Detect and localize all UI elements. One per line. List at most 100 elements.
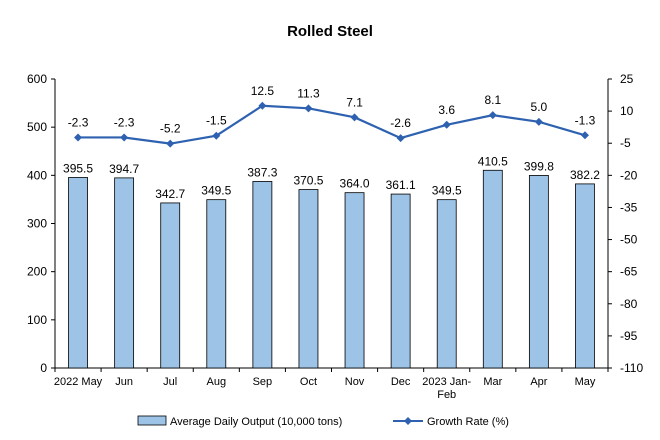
line-data-label: 11.3 (297, 86, 320, 100)
growth-rate-point (212, 131, 221, 140)
legend: Average Daily Output (10,000 tons) Growth… (137, 415, 509, 428)
x-category-label: 2023 Jan-Feb (422, 376, 471, 401)
bar (298, 189, 319, 369)
x-category-label-line: Nov (345, 376, 365, 388)
bar (575, 183, 595, 369)
bar-data-label: 382.2 (570, 168, 600, 182)
y-left-tick-label: 400 (27, 168, 47, 182)
x-category-label-line: 2023 Jan- (422, 376, 471, 388)
growth-rate-point (350, 113, 359, 122)
x-category-label-line: 2022 May (54, 376, 103, 388)
bar (482, 169, 503, 369)
x-category-label: Oct (300, 376, 317, 388)
bar-data-label: 399.8 (524, 159, 554, 173)
y-right-tick-label: -50 (620, 233, 638, 247)
x-category-label: Mar (483, 376, 502, 388)
line-data-label: -5.2 (160, 122, 181, 136)
line-data-label: 5.0 (531, 100, 548, 114)
bar-data-label: 387.3 (247, 165, 277, 179)
line-data-label: -1.5 (206, 114, 227, 128)
growth-rate-line (78, 104, 586, 145)
bar-data-label: 395.5 (63, 162, 93, 176)
growth-rate-point (580, 131, 589, 140)
x-category-label: May (575, 376, 596, 388)
line-data-label: 7.1 (346, 95, 363, 109)
y-left-tick-label: 100 (27, 313, 47, 327)
x-category-label-line: Jul (163, 376, 177, 388)
x-category-label: Jul (163, 376, 177, 388)
growth-rate-point (442, 120, 451, 129)
y-right-tick-label: -110 (620, 361, 643, 375)
bar (252, 181, 273, 369)
growth-rate-point (488, 111, 497, 120)
x-category-label-line: Mar (483, 376, 502, 388)
legend-bar-swatch (137, 415, 167, 426)
line-data-label: 8.1 (484, 93, 501, 107)
x-category-label: Aug (207, 376, 227, 388)
bar-data-label: 364.0 (340, 177, 370, 191)
legend-line-marker (404, 417, 412, 425)
bar-data-label: 394.7 (109, 162, 139, 176)
x-category-label-line: Apr (530, 376, 547, 388)
line-data-label: 3.6 (438, 103, 455, 117)
y-right-tick-label: -5 (620, 136, 631, 150)
y-left-tick-label: 0 (40, 361, 47, 375)
y-right-tick-label: -65 (620, 265, 638, 279)
growth-rate-point (396, 134, 405, 143)
y-right-tick-label: -95 (620, 329, 638, 343)
x-category-label-line: Feb (437, 389, 456, 401)
x-category-label: Nov (345, 376, 365, 388)
growth-rate-point (120, 133, 129, 142)
growth-rate-point (258, 101, 267, 110)
bar (206, 199, 227, 369)
line-data-label: -1.3 (575, 113, 596, 127)
x-category-label-line: Dec (391, 376, 411, 388)
x-category-label: Apr (530, 376, 547, 388)
bar (528, 175, 549, 369)
y-right-tick-label: -35 (620, 200, 638, 214)
line-data-label: -2.6 (390, 116, 411, 130)
bar-data-label: 349.5 (201, 184, 231, 198)
bar-data-label: 370.5 (293, 174, 323, 188)
x-category-label-line: Jun (115, 376, 133, 388)
x-category-label: Jun (115, 376, 133, 388)
y-right-tick-label: 10 (620, 104, 634, 118)
y-left-tick-label: 600 (27, 72, 47, 86)
bar (68, 177, 88, 369)
y-left-tick-label: 300 (27, 217, 47, 231)
bar-data-label: 361.1 (386, 178, 416, 192)
y-right-tick-label: -80 (620, 297, 638, 311)
bar (436, 199, 457, 369)
growth-rate-point (304, 104, 313, 113)
bar (114, 177, 135, 369)
bar (160, 202, 181, 369)
bar-data-label: 342.7 (155, 187, 185, 201)
x-category-label-line: Oct (300, 376, 317, 388)
y-right-tick-label: -20 (620, 168, 638, 182)
plot-area: 0 100 200 300 400 500 600 -110 -95 -80 -65 -50 -35 -2… (27, 72, 643, 401)
bar-data-label: 349.5 (432, 184, 462, 198)
line-data-label: -2.3 (68, 115, 89, 129)
y-left-tick-label: 500 (27, 120, 47, 134)
chart-title: Rolled Steel (287, 23, 373, 40)
growth-rate-point (166, 139, 175, 148)
x-category-label: Sep (253, 376, 273, 388)
y-left-tick-label: 200 (27, 265, 47, 279)
bar-data-label: 410.5 (478, 154, 508, 168)
line-data-label: 12.5 (251, 84, 275, 98)
growth-rate-point (534, 117, 543, 126)
x-category-label-line: Aug (207, 376, 227, 388)
legend-bar-label: Average Daily Output (10,000 tons) (170, 416, 342, 428)
bar (390, 193, 411, 369)
line-data-label: -2.3 (114, 115, 135, 129)
x-category-label: Dec (391, 376, 411, 388)
bar (344, 192, 365, 369)
x-category-label: 2022 May (54, 376, 103, 388)
y-right-tick-label: 25 (620, 72, 634, 86)
x-category-label-line: Sep (253, 376, 273, 388)
legend-line-label: Growth Rate (%) (427, 416, 509, 428)
x-category-label-line: May (575, 376, 596, 388)
growth-rate-point (74, 133, 83, 142)
